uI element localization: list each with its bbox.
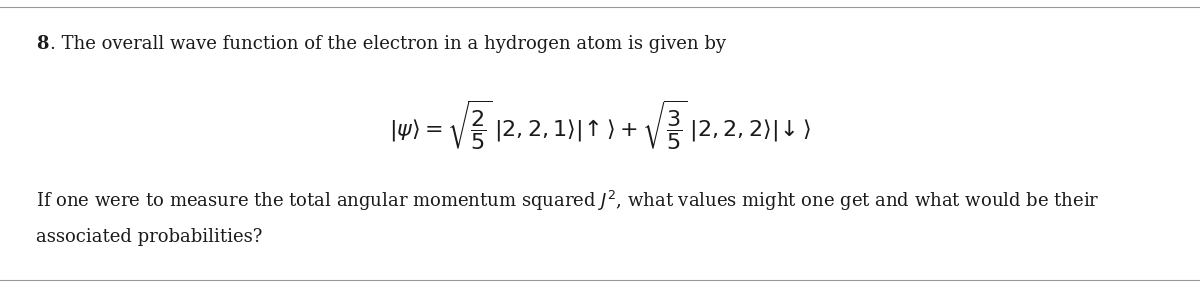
Text: If one were to measure the total angular momentum squared $J^2$, what values mig: If one were to measure the total angular… <box>36 189 1099 213</box>
Text: $|\psi\rangle = \sqrt{\dfrac{2}{5}}\,|2,2,1\rangle|\!\uparrow\rangle + \sqrt{\df: $|\psi\rangle = \sqrt{\dfrac{2}{5}}\,|2,… <box>389 98 811 152</box>
Text: 8: 8 <box>36 36 48 53</box>
Text: associated probabilities?: associated probabilities? <box>36 228 263 246</box>
Text: . The overall wave function of the electron in a hydrogen atom is given by: . The overall wave function of the elect… <box>50 36 726 53</box>
